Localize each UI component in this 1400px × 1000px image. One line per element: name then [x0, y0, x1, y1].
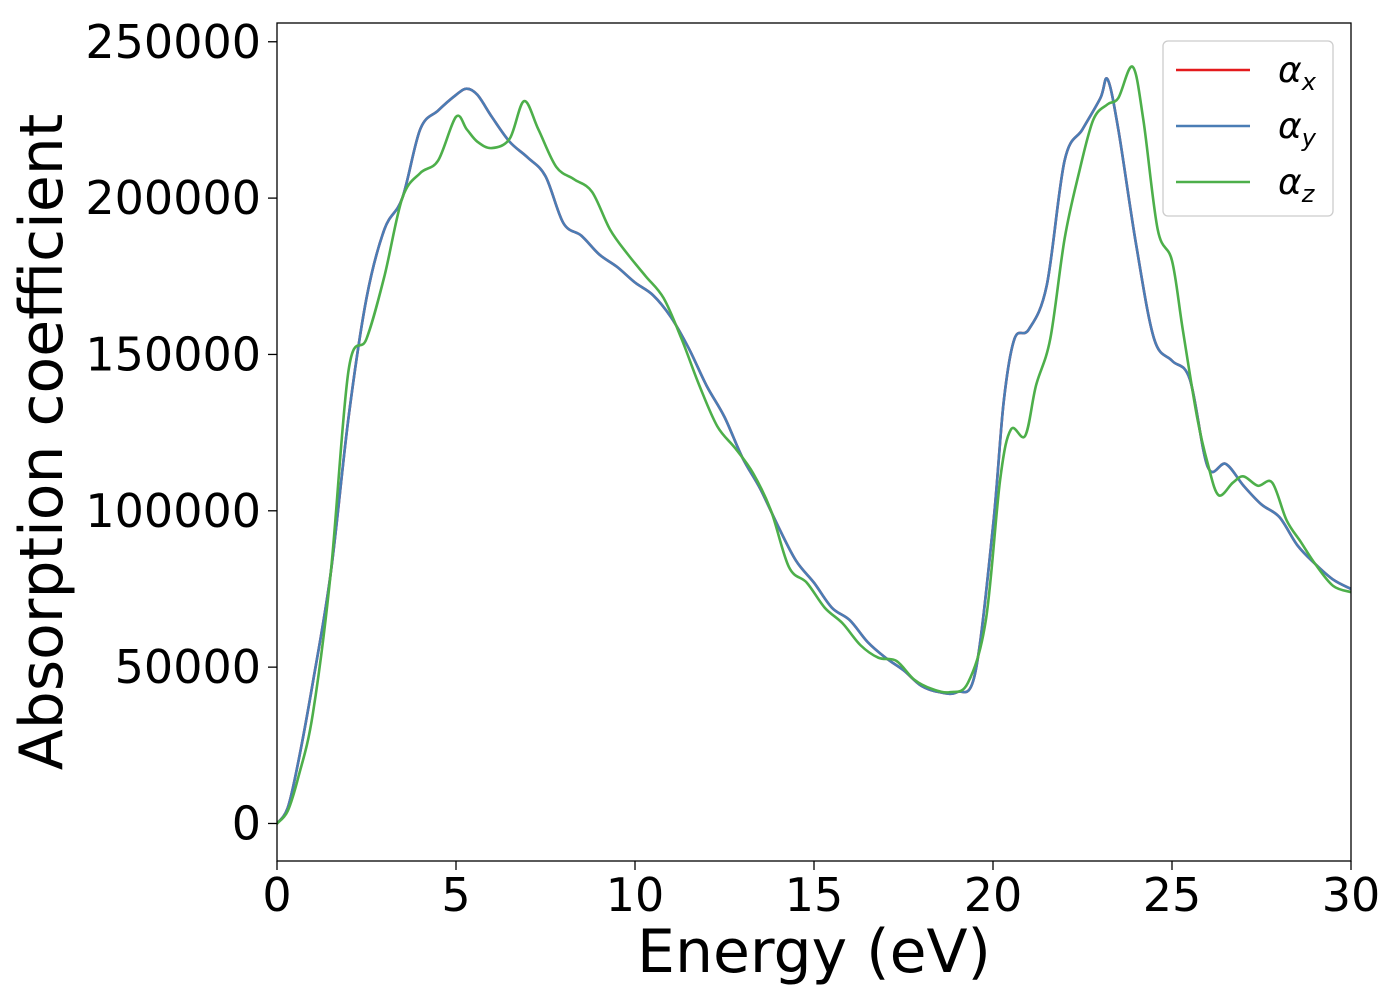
legend-label-y: αy	[1278, 106, 1317, 152]
x-tick-label: 10	[606, 868, 665, 922]
x-tick-label: 25	[1143, 868, 1202, 922]
legend: αx αy αz	[1162, 40, 1334, 217]
x-tick-label: 0	[262, 868, 291, 922]
y-tick-label: 200000	[85, 171, 261, 225]
y-tick-label: 50000	[115, 640, 261, 694]
x-tick-label: 30	[1322, 868, 1381, 922]
y-tick-label: 100000	[85, 484, 261, 538]
x-tick-label: 20	[964, 868, 1023, 922]
y-tick-label: 0	[232, 796, 261, 850]
x-tick-label: 15	[785, 868, 844, 922]
legend-label-z: αz	[1278, 162, 1316, 208]
x-tick-label: 5	[441, 868, 470, 922]
series-line-y	[277, 76, 1351, 825]
x-axis-title: Energy (eV)	[637, 917, 991, 987]
legend-label-x: αx	[1278, 50, 1317, 96]
y-tick-label: 150000	[85, 327, 261, 381]
y-axis-title: Absorption coefficient	[7, 114, 77, 771]
legend-box	[1162, 40, 1334, 217]
series-line-z	[277, 65, 1351, 825]
y-tick-label: 250000	[85, 15, 261, 69]
